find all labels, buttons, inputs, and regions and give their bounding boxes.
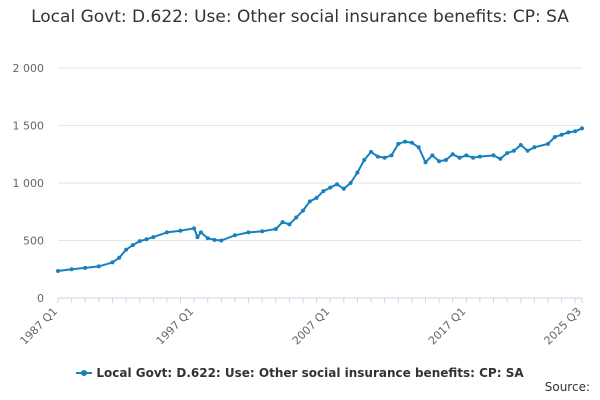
x-tick-label: 1987 Q1: [18, 305, 61, 348]
legend-swatch-icon: [76, 369, 93, 376]
data-point: [552, 135, 557, 139]
data-point: [124, 247, 129, 252]
data-point: [443, 158, 448, 162]
data-point: [437, 159, 442, 164]
data-point: [409, 140, 414, 145]
data-point: [151, 235, 156, 240]
data-point: [335, 182, 339, 187]
data-point: [110, 260, 115, 265]
data-point: [273, 227, 278, 231]
data-point: [321, 189, 326, 194]
x-tick-label: 1997 Q1: [154, 305, 197, 348]
data-point: [144, 237, 149, 242]
data-point: [573, 129, 578, 134]
y-tick-label: 500: [23, 235, 44, 248]
data-point: [294, 215, 299, 220]
data-point: [219, 238, 224, 243]
data-point: [559, 132, 564, 137]
data-point: [130, 243, 135, 248]
y-axis-labels: 0 500 1 000 1 500 2 000: [13, 62, 45, 305]
data-point: [232, 233, 237, 238]
x-tick-label: 2017 Q1: [426, 305, 469, 348]
data-point: [198, 230, 203, 235]
data-point: [416, 145, 421, 150]
data-point: [355, 170, 360, 175]
chart-title: Local Govt: D.622: Use: Other social ins…: [31, 7, 569, 27]
data-point: [532, 145, 537, 150]
data-point: [389, 153, 394, 158]
data-point: [566, 130, 571, 135]
data-point: [117, 255, 122, 260]
series-group: [56, 126, 584, 273]
y-tick-label: 2 000: [13, 62, 45, 75]
data-point: [301, 208, 305, 213]
data-point: [56, 269, 60, 273]
x-axis-labels: 1987 Q1 1997 Q1 2007 Q1 2017 Q1 2025 Q3: [18, 305, 585, 348]
data-point: [423, 160, 428, 165]
data-point: [137, 239, 142, 244]
data-point: [164, 230, 169, 235]
data-point: [192, 226, 197, 231]
x-tick-label: 2007 Q1: [290, 305, 333, 348]
legend-label: Local Govt: D.622: Use: Other social ins…: [96, 366, 524, 380]
data-point: [580, 126, 584, 131]
data-point: [96, 264, 101, 269]
data-point: [195, 235, 200, 240]
x-tick-label: 2025 Q3: [542, 305, 585, 348]
data-point: [328, 185, 333, 190]
y-tick-label: 1 500: [13, 120, 45, 133]
data-point: [375, 154, 380, 159]
gridlines: [58, 67, 582, 241]
data-point: [450, 152, 455, 157]
data-point: [280, 220, 285, 225]
data-point: [511, 148, 516, 153]
data-point: [212, 237, 217, 242]
data-point: [382, 155, 387, 160]
data-point: [178, 228, 183, 233]
data-point: [341, 186, 346, 191]
x-axis: [57, 297, 583, 303]
data-point: [525, 148, 530, 153]
data-point: [491, 153, 496, 158]
data-point: [362, 158, 367, 162]
data-point: [430, 153, 435, 158]
y-tick-label: 0: [37, 292, 44, 305]
data-point: [518, 143, 523, 147]
data-point: [287, 222, 292, 227]
data-point: [246, 230, 251, 235]
data-point: [307, 199, 312, 204]
y-tick-label: 1 000: [13, 177, 45, 190]
series-line: [57, 127, 583, 272]
data-point: [471, 155, 476, 160]
data-point: [260, 229, 265, 234]
data-point: [477, 154, 482, 159]
data-point: [69, 267, 74, 272]
data-point: [348, 181, 353, 185]
data-point: [396, 141, 401, 146]
legend-item[interactable]: Local Govt: D.622: Use: Other social ins…: [0, 366, 600, 380]
data-point: [83, 265, 88, 270]
data-point: [498, 156, 503, 161]
source-label: Source:: [544, 380, 590, 394]
data-point: [314, 195, 319, 200]
data-point: [205, 236, 210, 241]
data-point: [546, 141, 550, 146]
data-point: [464, 153, 469, 158]
data-point: [505, 151, 510, 156]
data-point: [369, 149, 373, 154]
data-point: [457, 155, 462, 160]
data-point: [403, 139, 408, 144]
